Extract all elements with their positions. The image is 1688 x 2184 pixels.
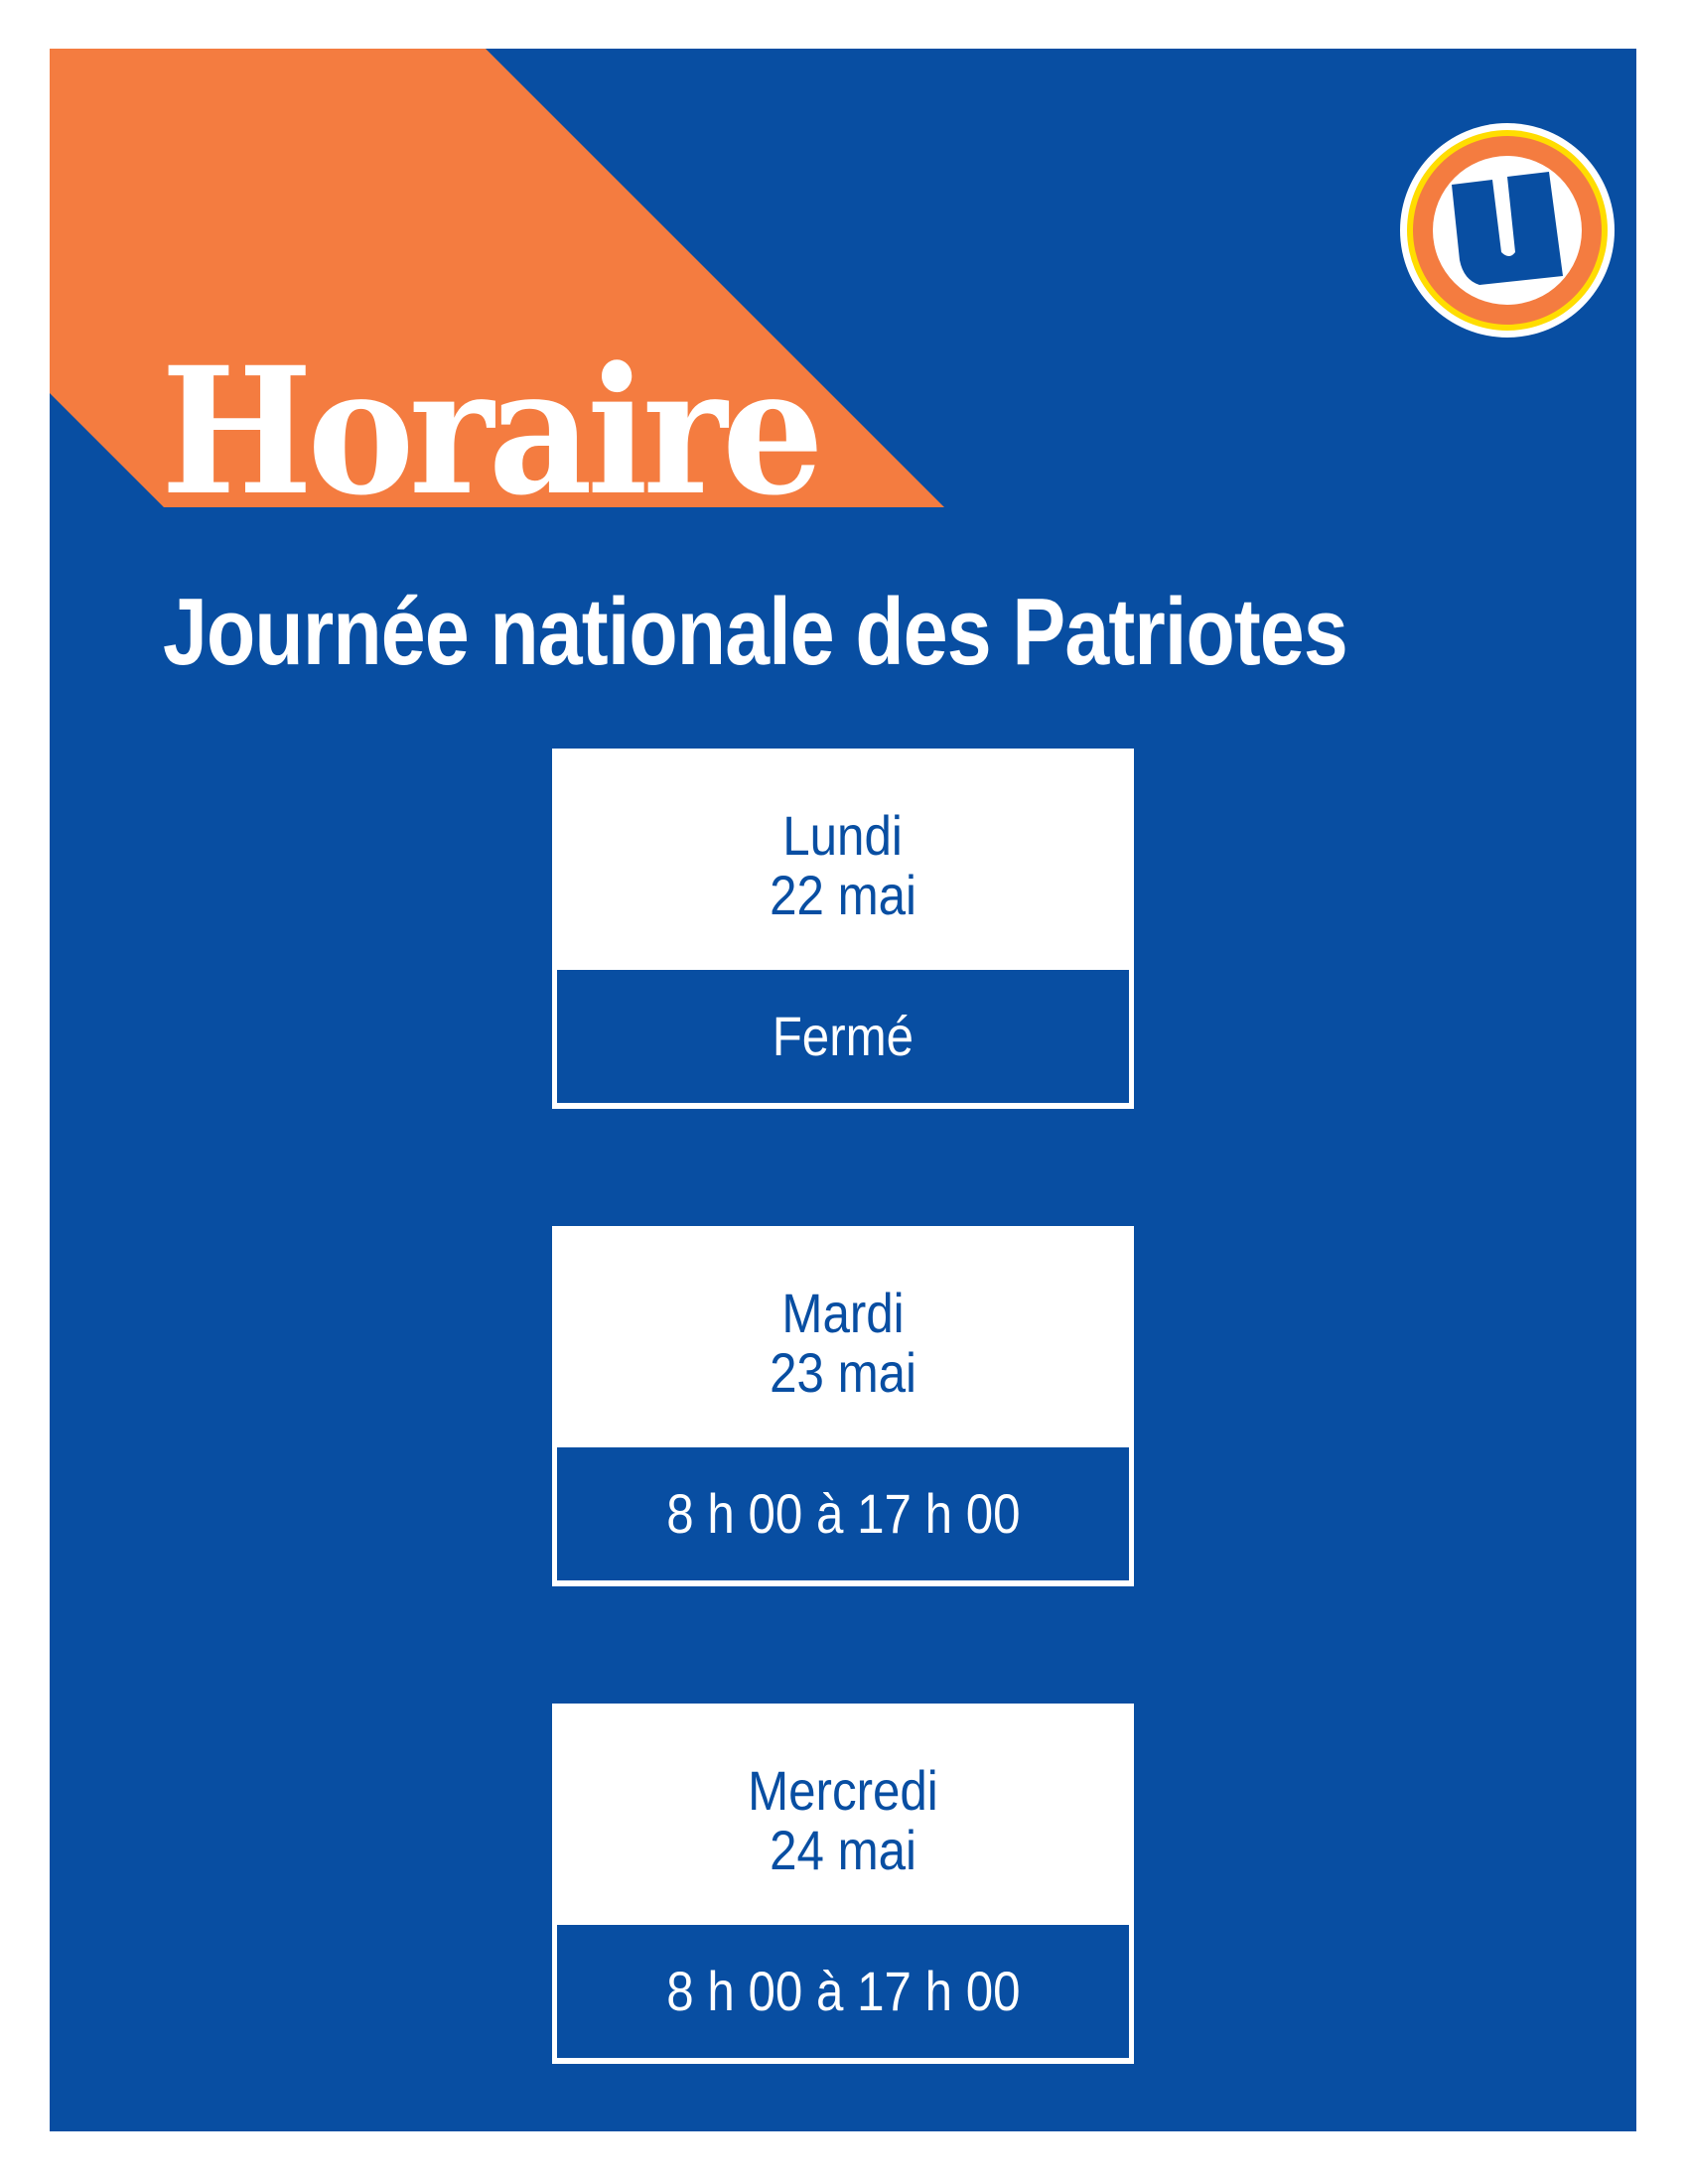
u-logo-icon [1400, 123, 1615, 338]
schedule-card-tuesday: Mardi 23 mai 8 h 00 à 17 h 00 [552, 1226, 1134, 1586]
page-subtitle: Journée nationale des Patriotes [163, 579, 1348, 685]
poster-panel: Horaire Journée nationale des Patriotes … [50, 49, 1636, 2131]
page-title: Horaire [161, 329, 824, 534]
date-label: 22 mai [770, 864, 916, 926]
orange-diagonal-stripe [50, 49, 944, 507]
day-label: Mardi [781, 1282, 905, 1344]
schedule-card-wednesday: Mercredi 24 mai 8 h 00 à 17 h 00 [552, 1704, 1134, 2064]
schedule-card-monday: Lundi 22 mai Fermé [552, 749, 1134, 1109]
date-label: 23 mai [770, 1341, 916, 1404]
hours-band: 8 h 00 à 17 h 00 [557, 1925, 1129, 2058]
day-label: Mercredi [748, 1759, 938, 1822]
hours-band: Fermé [557, 970, 1129, 1103]
day-label: Lundi [782, 804, 904, 867]
hours-band: 8 h 00 à 17 h 00 [557, 1447, 1129, 1580]
date-label: 24 mai [770, 1819, 916, 1881]
